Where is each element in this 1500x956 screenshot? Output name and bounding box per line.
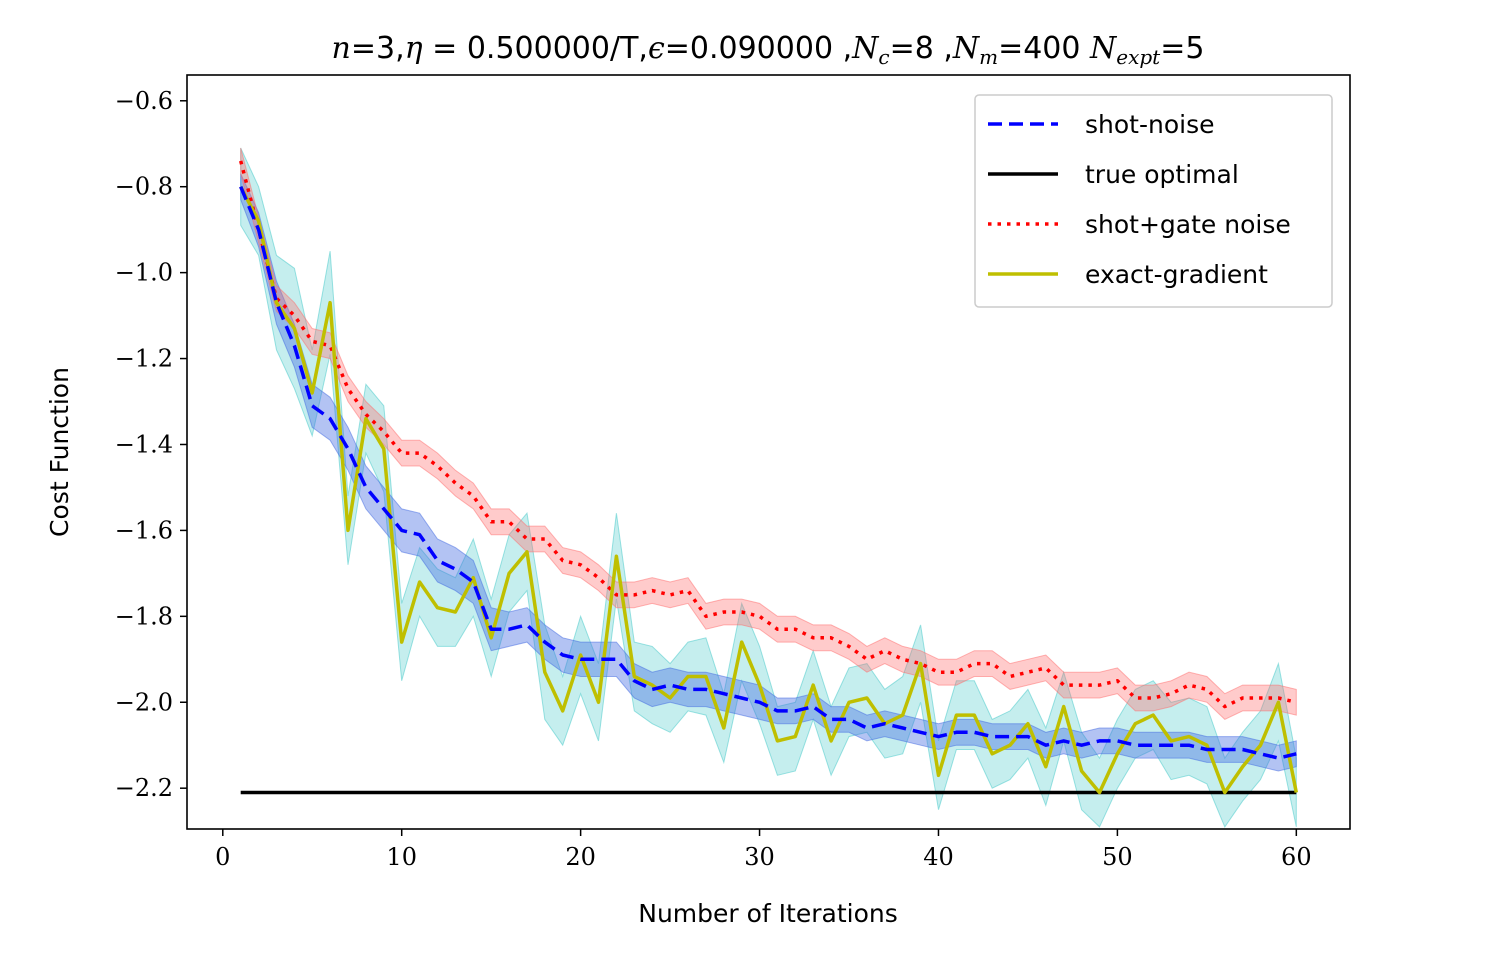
y-tick-label: −2.2 bbox=[115, 774, 173, 802]
y-axis-ticks: −2.2 −2.0 −1.8 −1.6 −1.4 −1.2 −1.0 −0.8 −0.6 bbox=[115, 87, 187, 802]
y-tick-label: −2.0 bbox=[115, 688, 173, 716]
legend-label-shot-noise: shot-noise bbox=[1085, 110, 1214, 139]
y-tick-label: −1.0 bbox=[115, 259, 173, 287]
confidence-bands bbox=[240, 147, 1297, 828]
legend-box bbox=[974, 94, 1333, 308]
x-tick-label: 30 bbox=[744, 843, 775, 871]
band-shot-gate-noise bbox=[240, 147, 1297, 720]
x-tick-label: 0 bbox=[215, 843, 230, 871]
y-axis-label: Cost Function bbox=[45, 367, 74, 537]
x-axis-label: Number of Iterations bbox=[638, 899, 898, 928]
plot-frame bbox=[186, 74, 1351, 830]
x-tick-label: 10 bbox=[386, 843, 417, 871]
y-tick-label: −0.8 bbox=[115, 173, 173, 201]
series-lines bbox=[239, 160, 1299, 795]
legend-label-exact-gradient: exact-gradient bbox=[1085, 260, 1268, 289]
x-tick-label: 20 bbox=[565, 843, 596, 871]
line-exact-gradient bbox=[239, 185, 1299, 795]
legend-label-true-optimal: true optimal bbox=[1085, 160, 1239, 189]
x-tick-label: 40 bbox=[923, 843, 954, 871]
x-axis-ticks: 0 10 20 30 40 50 60 bbox=[215, 829, 1312, 871]
y-tick-label: −0.6 bbox=[115, 87, 173, 115]
y-tick-label: −1.4 bbox=[115, 430, 173, 458]
x-tick-label: 60 bbox=[1281, 843, 1312, 871]
x-tick-label: 50 bbox=[1102, 843, 1133, 871]
chart-title: n=3,η = 0.500000/T,ϵ=0.090000 ,Nc=8 ,Nm=… bbox=[332, 31, 1205, 69]
y-tick-label: −1.2 bbox=[115, 345, 173, 373]
legend: shot-noise true optimal shot+gate noise … bbox=[974, 94, 1333, 308]
legend-label-shot-gate-noise: shot+gate noise bbox=[1085, 210, 1291, 239]
y-tick-label: −1.6 bbox=[115, 516, 173, 544]
band-shot-noise bbox=[240, 173, 1297, 772]
line-shot-gate-noise bbox=[239, 160, 1297, 709]
y-tick-label: −1.8 bbox=[115, 602, 173, 630]
line-shot-noise bbox=[239, 186, 1297, 760]
